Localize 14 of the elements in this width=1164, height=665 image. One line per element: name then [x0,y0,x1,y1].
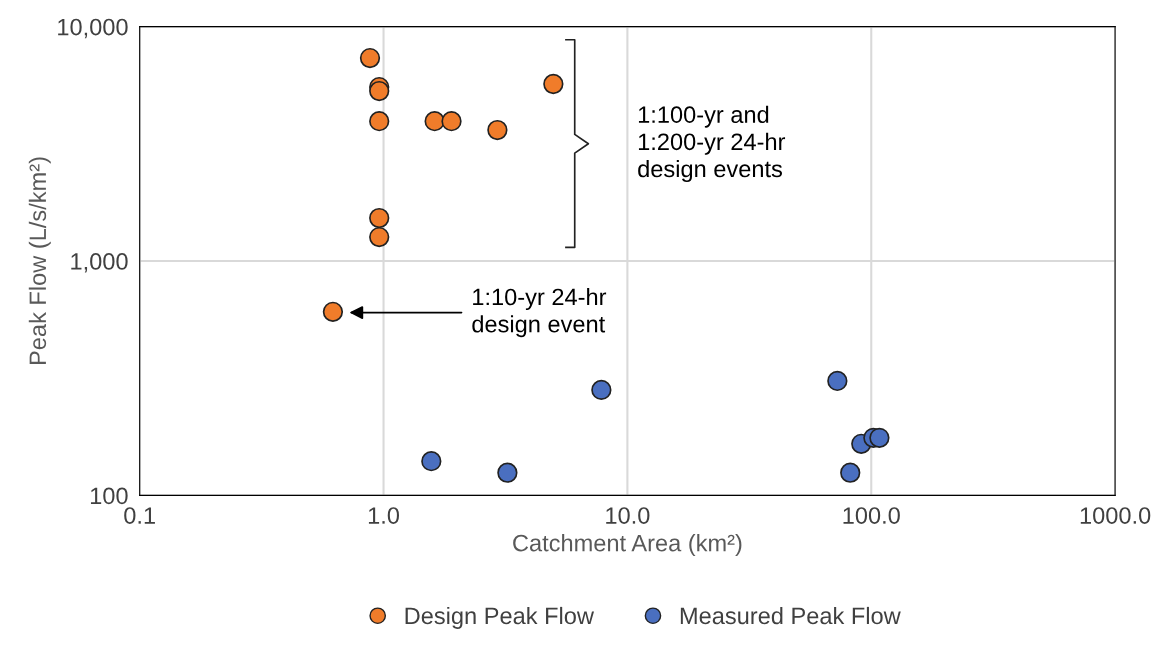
x-tick-label: 1.0 [368,507,400,524]
x-tick-label: 1000.0 [1080,507,1151,524]
x-tick-label: 100.0 [843,507,900,524]
y-axis-title: Peak Flow (L/s/km²) [28,157,51,365]
y-tick-label: 1,000 [71,253,128,273]
x-axis-title: Catchment Area (km²) [513,534,742,557]
annotation: 1:100-yr and 1:200-yr 24-hr design events [638,105,786,182]
legend-label: Design Peak Flow [405,606,595,629]
x-tick-label: 10.0 [606,507,650,524]
legend-label: Measured Peak Flow [680,606,901,625]
y-tick-label: 10,000 [58,18,128,39]
y-tick-label: 100 [90,487,128,505]
annotation: 1:10-yr 24-hr design event [472,288,607,338]
x-tick-label: 0.1 [124,507,155,524]
